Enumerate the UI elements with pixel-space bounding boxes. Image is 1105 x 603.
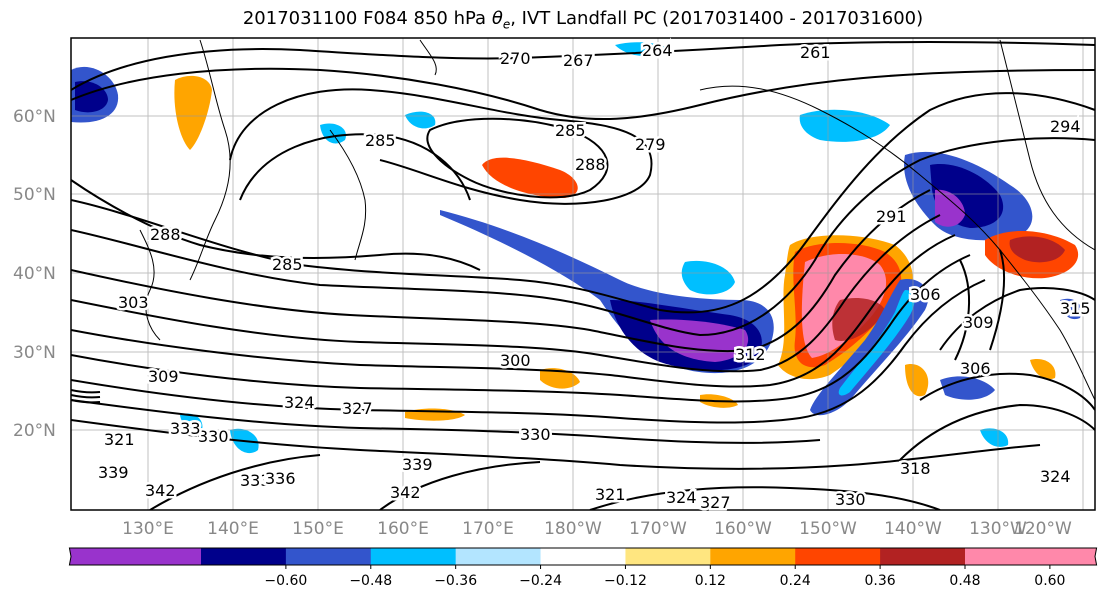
colorbar-box [795, 548, 881, 565]
colorbar-tick-label: 0.24 [780, 573, 811, 589]
lon-label: 140°E [207, 519, 259, 539]
contour-label: 261 [800, 43, 831, 62]
contour-label: 300 [500, 351, 531, 370]
contour-label: 288 [575, 155, 606, 174]
lat-label-20n: 20°N [13, 421, 56, 441]
lon-label: 140°W [884, 519, 942, 539]
colorbar-tick-label: −0.36 [434, 573, 477, 589]
contour-label: 285 [555, 121, 586, 140]
colorbar-box [880, 548, 966, 565]
contour-label: 303 [118, 293, 149, 312]
figure-title: 2017031100 F084 850 hPa θe, IVT Landfall… [71, 8, 1095, 32]
contour-label: 330 [520, 425, 551, 444]
coastlines [139, 39, 1095, 401]
contour-label: 270 [500, 49, 531, 68]
colorbar-tick-label: −0.60 [264, 573, 307, 589]
colorbar-box [201, 548, 287, 565]
colorbar: −0.60 −0.48 −0.36 −0.24 −0.12 0.12 0.24 0.36 0.4… [68, 547, 1098, 589]
contour-label: 309 [963, 313, 994, 332]
contour-label: 306 [960, 359, 991, 378]
colorbar-tick-label: −0.48 [349, 573, 392, 589]
lon-label: 180°W [544, 519, 602, 539]
title-theta: θ [491, 8, 503, 29]
contour-label: 285 [365, 131, 396, 150]
contour-label: 264 [642, 41, 673, 60]
contour-label: 333 [170, 419, 201, 438]
lon-label: 130°W [969, 519, 1027, 539]
contour-label: 306 [910, 285, 941, 304]
contour-label: 324 [1040, 467, 1071, 486]
colorbar-box [710, 548, 796, 565]
lon-label: 150°W [799, 519, 857, 539]
colorbar-box [370, 548, 457, 565]
colorbar-tick-label: 0.60 [1034, 573, 1065, 589]
lat-label-40n: 40°N [13, 264, 56, 284]
lon-label: 130°E [122, 519, 174, 539]
contour-label: 285 [272, 255, 303, 274]
contour-label: 279 [635, 135, 666, 154]
plot-frame [70, 37, 1096, 511]
contour-label: 333 [240, 471, 271, 490]
lon-label: 170°W [629, 519, 687, 539]
lon-label: 120°W [1014, 519, 1072, 539]
title-subscript: e [502, 17, 511, 32]
lat-label-60n: 60°N [13, 107, 56, 127]
colorbar-tick-label: 0.12 [695, 573, 726, 589]
contour-label: 291 [876, 207, 907, 226]
contour-label: 327 [342, 399, 373, 418]
colorbar-tick-label: 0.36 [865, 573, 896, 589]
contour-label: 342 [390, 483, 421, 502]
lon-label: 150°E [292, 519, 344, 539]
theta-e-contours [71, 40, 1095, 510]
contour-label: 336 [265, 469, 296, 488]
contour-label: 294 [1050, 117, 1081, 136]
colorbar-tick-label: 0.48 [949, 573, 980, 589]
contour-label: 330 [835, 490, 866, 509]
colorbar-outline [68, 547, 1098, 566]
contour-label: 288 [150, 225, 181, 244]
colorbar-box [455, 548, 542, 565]
lon-label: 170°E [462, 519, 514, 539]
colorbar-box [540, 548, 626, 565]
colorbar-box [285, 548, 372, 565]
contour-label: 267 [563, 51, 594, 70]
colorbar-extend-high [965, 548, 1097, 565]
longitude-labels: 130°E 140°E 150°E 160°E 170°E 180°W 170°… [122, 519, 1072, 539]
contour-label: 342 [145, 481, 176, 500]
contour-label: 339 [98, 463, 129, 482]
contour-label: 327 [700, 493, 731, 512]
contour-label: 339 [402, 455, 433, 474]
lon-label: 160°W [714, 519, 772, 539]
contour-label: 318 [900, 459, 931, 478]
title-rest: , IVT Landfall PC (2017031400 - 20170316… [510, 8, 924, 29]
contour-label: 315 [1060, 299, 1091, 318]
contour-label: 312 [735, 345, 766, 364]
lat-label-30n: 30°N [13, 343, 56, 363]
contour-label: 321 [595, 485, 626, 504]
lat-label-50n: 50°N [13, 185, 56, 205]
latitude-labels: 60°N 50°N 40°N 30°N 20°N [13, 107, 56, 441]
contour-label: 321 [104, 430, 135, 449]
contour-label: 324 [284, 393, 315, 412]
colorbar-extend-low [69, 548, 201, 565]
colorbar-tick-label: −0.12 [604, 573, 647, 589]
colorbar-box [625, 548, 711, 565]
lon-label: 160°E [377, 519, 429, 539]
contour-label: 330 [198, 427, 229, 446]
title-main: 2017031100 F084 850 hPa [242, 8, 492, 29]
contour-label: 309 [148, 367, 179, 386]
colorbar-tick-label: −0.24 [519, 573, 562, 589]
contour-labels: 270 267 264 261 285 288 279 285 288 285 … [96, 39, 1094, 515]
contour-label: 324 [666, 488, 697, 507]
